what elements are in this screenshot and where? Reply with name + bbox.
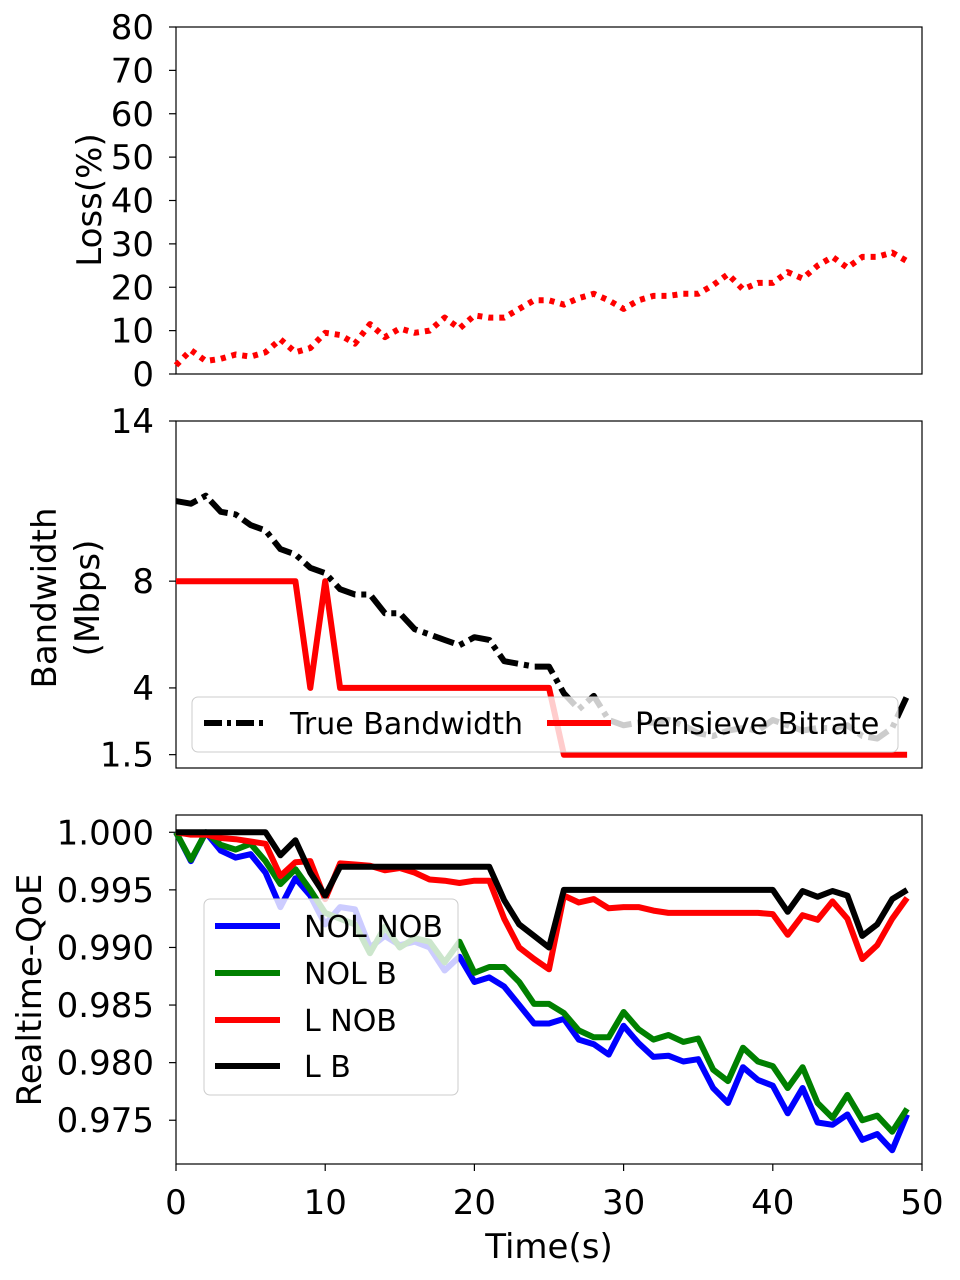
loss-y-tick-label: 50 xyxy=(111,138,154,178)
qoe-plot-frame xyxy=(175,814,923,1165)
qoe-x-tick-label: 0 xyxy=(165,1183,187,1223)
bandwidth-y-tick-label: 4 xyxy=(132,669,154,709)
legend-label-pensieve-bitrate: Pensieve Bitrate xyxy=(635,707,879,742)
legend-label-nol-b: NOL B xyxy=(304,957,397,992)
loss-y-tick-label: 80 xyxy=(111,8,154,48)
qoe-x-tick-label: 10 xyxy=(304,1183,347,1223)
qoe-series-line-l-nob xyxy=(175,829,910,973)
loss-series-line-0 xyxy=(173,249,909,368)
loss-series xyxy=(173,249,909,368)
qoe-x-axis-label: Time(s) xyxy=(484,1227,612,1267)
qoe-y-tick-label: 0.990 xyxy=(57,928,154,968)
qoe-series-line-nol-nob xyxy=(173,829,910,1154)
qoe-series-line-l-b xyxy=(176,829,909,951)
loss-plot-frame xyxy=(175,26,923,375)
bandwidth-y-tick-label: 1.5 xyxy=(100,736,154,776)
bandwidth-y-tick-label: 14 xyxy=(111,402,154,442)
qoe-series-line-nol-b xyxy=(173,829,910,1135)
qoe-y-axis-label: Realtime-QoE xyxy=(10,874,50,1107)
bandwidth-legend-box xyxy=(191,696,899,753)
bandwidth-y-axis-label-unit: (Mbps) xyxy=(68,540,108,657)
qoe-y-tick-label: 0.985 xyxy=(57,986,154,1026)
loss-y-tick-label: 30 xyxy=(111,225,154,265)
loss-y-tick-label: 10 xyxy=(111,312,154,352)
qoe-x-tick-label: 30 xyxy=(602,1183,645,1223)
loss-y-axis-label: Loss(%) xyxy=(70,133,110,266)
loss-y-tick-label: 0 xyxy=(132,355,154,395)
qoe-y-ticks: 0.975 0.980 0.985 0.990 0.995 1.000 xyxy=(57,813,176,1141)
qoe-series xyxy=(173,829,910,1154)
bandwidth-y-ticks: 14 8 4 1.5 xyxy=(100,402,176,776)
qoe-panel: 0.975 0.980 0.985 0.990 0.995 1.000 0 10 20 30 40… xyxy=(10,813,944,1267)
legend-label-true-bandwidth: True Bandwidth xyxy=(289,707,523,742)
qoe-y-tick-label: 0.995 xyxy=(57,871,154,911)
bandwidth-y-axis-label: Bandwidth xyxy=(25,507,65,688)
qoe-x-tick-label: 50 xyxy=(900,1183,943,1223)
bandwidth-y-tick-label: 8 xyxy=(132,562,154,602)
qoe-y-tick-label: 0.980 xyxy=(57,1044,154,1084)
loss-y-tick-label: 20 xyxy=(111,268,154,308)
legend-label-nol-nob: NOL NOB xyxy=(304,910,443,945)
loss-y-tick-label: 60 xyxy=(111,95,154,135)
qoe-x-ticks: 0 10 20 30 40 50 xyxy=(165,1164,944,1223)
qoe-x-tick-label: 40 xyxy=(751,1183,794,1223)
qoe-legend-box xyxy=(203,898,459,1096)
bandwidth-panel: 14 8 4 1.5 Bandwidth (Mbps) True Bandwidth … xyxy=(25,402,923,776)
legend-label-l-nob: L NOB xyxy=(304,1004,397,1039)
qoe-y-tick-label: 1.000 xyxy=(57,813,154,853)
legend-label-l-b: L B xyxy=(304,1050,351,1085)
loss-y-tick-label: 70 xyxy=(111,51,154,91)
qoe-x-tick-label: 20 xyxy=(453,1183,496,1223)
bandwidth-plot-frame xyxy=(175,420,923,769)
qoe-y-tick-label: 0.975 xyxy=(57,1101,154,1141)
qoe-legend: NOL NOB NOL B L NOB L B xyxy=(203,898,459,1096)
loss-y-tick-label: 40 xyxy=(111,182,154,222)
bandwidth-legend: True Bandwidth Pensieve Bitrate xyxy=(191,696,899,753)
